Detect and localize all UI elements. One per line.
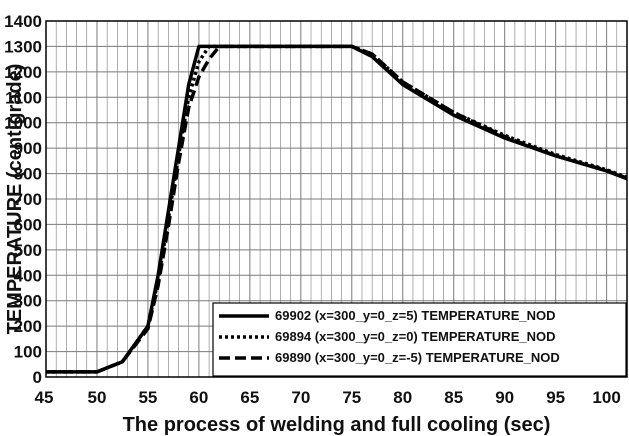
- x-axis-title: The process of welding and full cooling …: [123, 414, 551, 436]
- x-tick-label: 90: [495, 388, 514, 407]
- x-tick-labels: 45 50 55 60 65 70 75 80 85 90 95 100: [35, 388, 621, 407]
- y-tick-label: 800: [14, 165, 42, 184]
- x-tick-label: 95: [546, 388, 565, 407]
- series-layer: [46, 44, 628, 374]
- y-tick-label: 600: [14, 215, 42, 234]
- y-tick-label: 100: [14, 343, 42, 362]
- y-tick-label: 1100: [5, 88, 42, 107]
- y-tick-label: 300: [14, 292, 42, 311]
- y-tick-label: 700: [14, 190, 42, 209]
- legend-box: [212, 302, 627, 377]
- plot-frame: [45, 20, 628, 378]
- legend: 69902 (x=300_y=0_z=5) TEMPERATURE_NOD 698…: [212, 302, 627, 377]
- y-tick-label: 500: [14, 241, 42, 260]
- y-tick-labels: 0 100 200 300 400 500 600 700 800 900 1000 1100 1200…: [4, 12, 42, 387]
- series-line-3: [46, 44, 628, 374]
- x-tick-label: 45: [35, 388, 54, 407]
- x-tick-label: 55: [138, 388, 157, 407]
- x-tick-label: 65: [240, 388, 259, 407]
- y-tick-label: 1200: [4, 63, 42, 82]
- y-axis-title: TEMPERATURE (centigrade): [4, 64, 26, 335]
- legend-label-1: 69902 (x=300_y=0_z=5) TEMPERATURE_NOD: [275, 308, 555, 323]
- y-tick-label: 200: [14, 317, 42, 336]
- x-tick-label: 100: [592, 388, 620, 407]
- y-tick-label: 1300: [4, 37, 42, 56]
- x-tick-label: 70: [291, 388, 310, 407]
- y-tick-label: 1000: [4, 114, 42, 133]
- y-tick-label: 0: [33, 368, 42, 387]
- legend-label-3: 69890 (x=300_y=0_z=-5) TEMPERATURE_NOD: [275, 350, 560, 365]
- x-tick-label: 80: [393, 388, 412, 407]
- y-tick-label: 1400: [4, 12, 42, 31]
- x-tick-label: 85: [444, 388, 463, 407]
- y-tick-label: 400: [14, 266, 42, 285]
- x-tick-label: 75: [342, 388, 361, 407]
- y-tick-label: 900: [14, 139, 42, 158]
- x-tick-label: 60: [189, 388, 208, 407]
- x-tick-label: 50: [88, 388, 107, 407]
- legend-label-2: 69894 (x=300_y=0_z=0) TEMPERATURE_NOD: [275, 329, 555, 344]
